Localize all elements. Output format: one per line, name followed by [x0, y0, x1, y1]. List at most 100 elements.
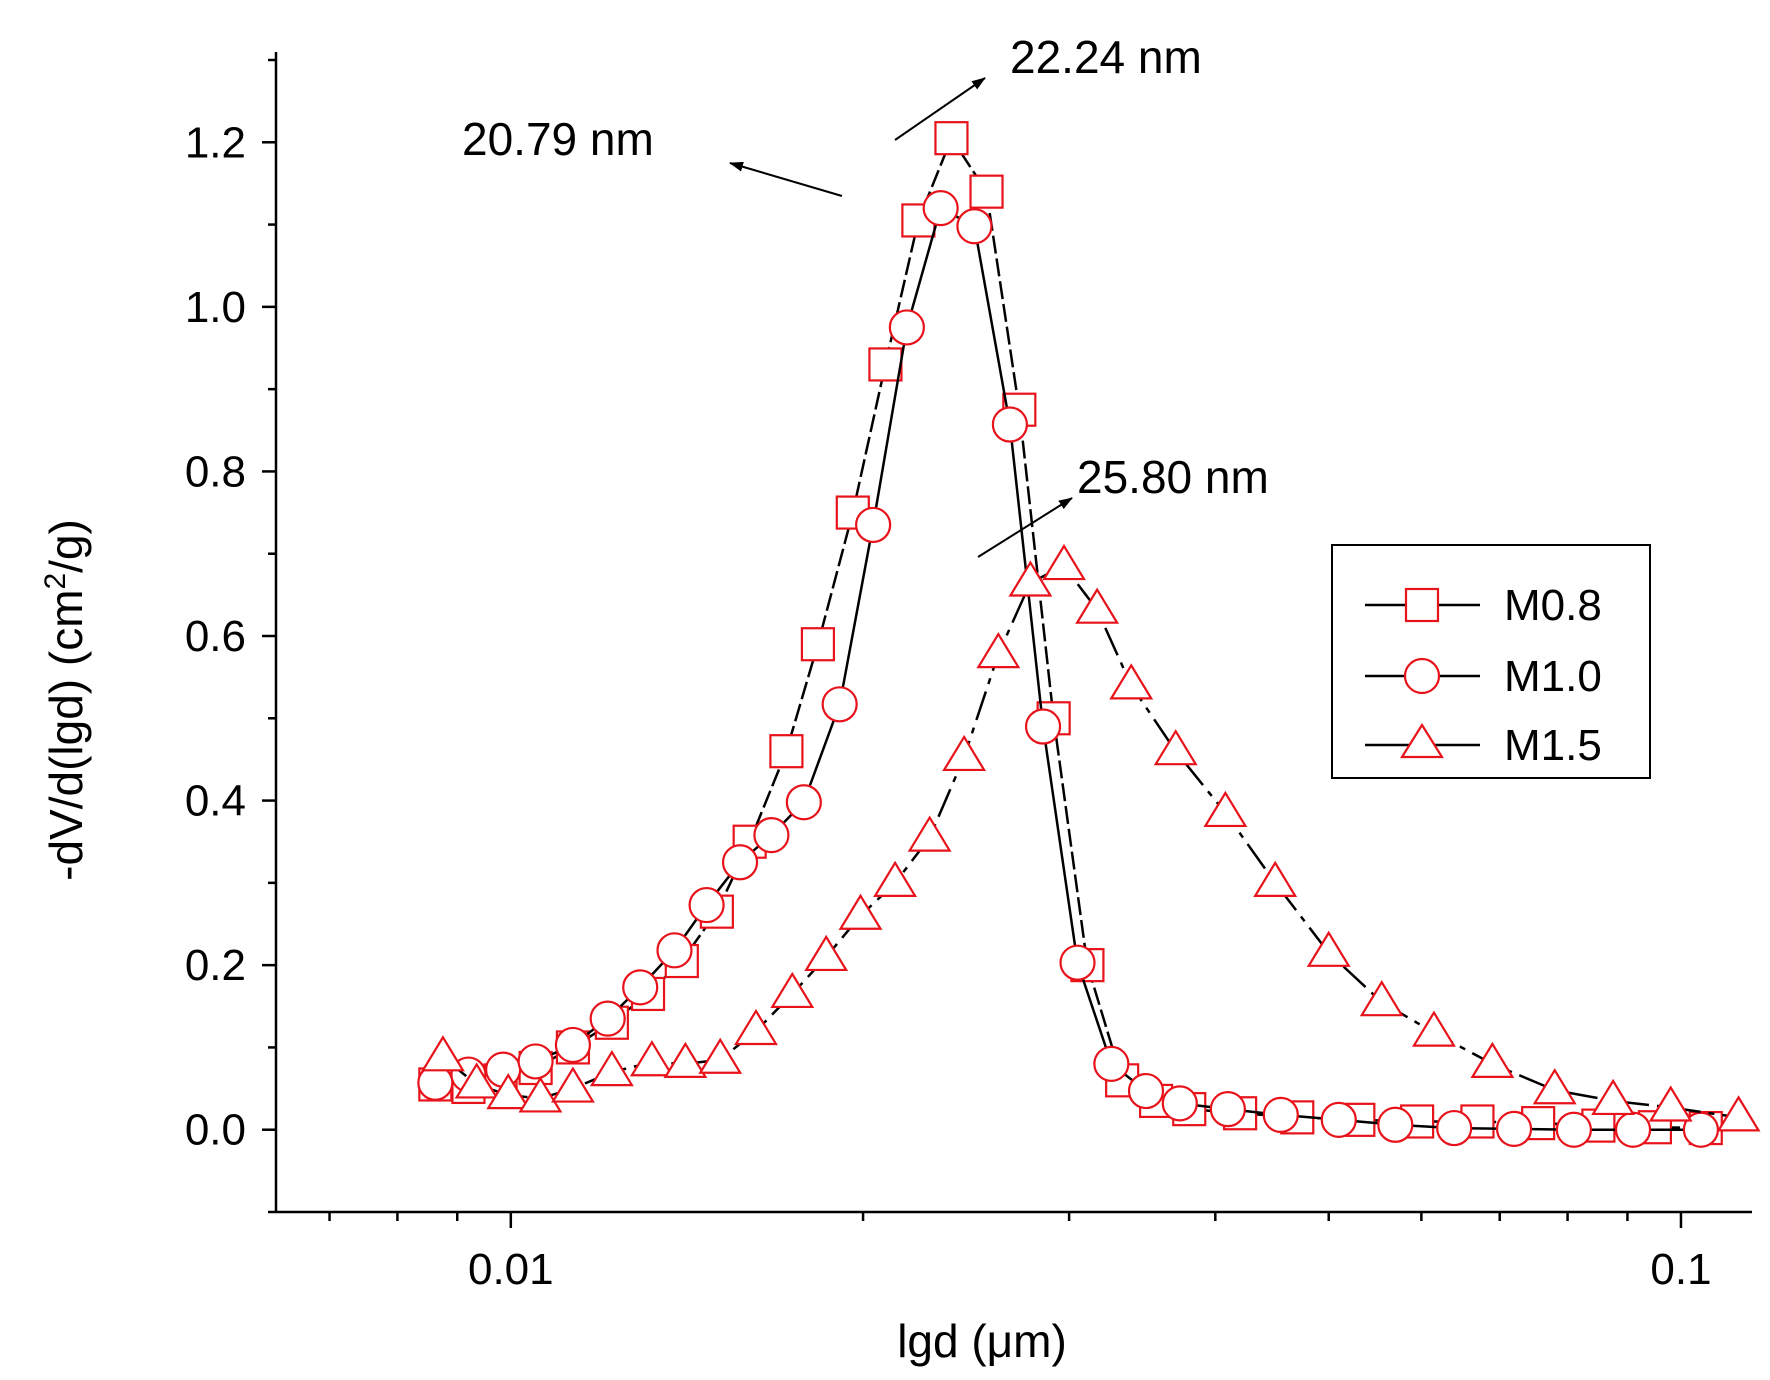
y-axis-title-sup: 2	[39, 573, 72, 590]
annotation-arrow-peak-m10	[729, 161, 843, 197]
annotation-arrow-peak-m15	[977, 497, 1073, 558]
data-point-circle	[1209, 1091, 1246, 1128]
data-point-triangle	[1153, 729, 1198, 766]
legend-marker-square	[1404, 587, 1440, 623]
data-point-triangle	[734, 1008, 778, 1046]
data-point-triangle	[804, 934, 849, 972]
data-point-triangle	[1203, 790, 1248, 828]
data-point-circle	[1495, 1110, 1533, 1147]
y-tick-label: 1.0	[185, 283, 246, 332]
data-point-triangle	[1591, 1078, 1636, 1116]
data-point-circle	[1161, 1085, 1198, 1122]
y-tick-label: 0.4	[185, 777, 246, 826]
data-point-square	[800, 627, 836, 662]
data-point-circle	[785, 784, 822, 821]
data-point-triangle	[518, 1076, 563, 1113]
data-point-circle	[721, 844, 759, 881]
y-tick-label: 0.0	[185, 1106, 246, 1155]
data-point-circle	[554, 1026, 592, 1064]
series-layer	[417, 121, 1761, 1148]
legend-box	[1331, 544, 1651, 779]
data-point-square	[901, 203, 936, 238]
annotations: 22.24 nm 20.79 nm 25.80 nm	[462, 31, 1269, 558]
data-point-triangle	[1109, 663, 1154, 700]
data-point-circle	[1555, 1111, 1592, 1148]
data-point-triangle	[454, 1062, 499, 1099]
data-point-circle	[1059, 944, 1096, 981]
data-point-circle	[622, 969, 659, 1006]
data-point-triangle	[1075, 587, 1120, 624]
legend: M0.8 M1.0 M1.5	[1331, 544, 1651, 779]
data-point-triangle	[873, 860, 918, 897]
annotation-peak-m15: 25.80 nm	[1077, 451, 1269, 503]
series-m10	[417, 190, 1720, 1148]
annotation-peak-m10: 20.79 nm	[462, 113, 654, 165]
data-point-triangle	[838, 893, 883, 930]
data-point-triangle	[942, 734, 987, 772]
data-point-triangle	[629, 1040, 674, 1077]
legend-label-m15: M1.5	[1504, 721, 1602, 770]
data-point-circle	[1436, 1109, 1473, 1147]
data-point-circle	[589, 1000, 626, 1037]
x-axis-title: lgd (μm)	[897, 1315, 1067, 1367]
annotation-arrow-peak-m08	[894, 77, 986, 141]
legend-item-m08: M0.8	[1365, 581, 1602, 630]
data-point-circle	[517, 1043, 554, 1080]
data-point-circle	[821, 686, 858, 723]
data-point-triangle	[1411, 1010, 1456, 1047]
legend-item-m15: M1.5	[1365, 721, 1602, 770]
x-tick-label: 0.1	[1650, 1245, 1711, 1294]
data-point-triangle	[1716, 1095, 1761, 1132]
y-axis-title-main: -dV/d(lgd) (cm	[40, 589, 92, 880]
y-axis-title: -dV/d(lgd) (cm2/g)	[39, 519, 92, 881]
data-point-circle	[956, 208, 993, 245]
data-point-square	[969, 174, 1004, 209]
data-point-triangle	[1306, 930, 1351, 967]
data-point-square	[868, 347, 903, 382]
y-tick-label: 0.2	[185, 941, 246, 990]
series-m15	[420, 543, 1761, 1132]
legend-marker-circle	[1403, 657, 1441, 695]
data-point-circle	[1262, 1096, 1299, 1134]
data-point-circle	[1127, 1072, 1165, 1110]
legend-item-m10: M1.0	[1365, 652, 1602, 701]
data-point-triangle	[1470, 1041, 1515, 1078]
data-point-triangle	[486, 1073, 531, 1110]
data-point-triangle	[770, 971, 815, 1009]
data-point-square	[769, 734, 804, 769]
data-point-circle	[888, 309, 925, 346]
data-point-circle	[1614, 1111, 1652, 1148]
data-point-triangle	[907, 815, 952, 852]
data-point-triangle	[1253, 860, 1298, 897]
data-point-circle	[1320, 1101, 1357, 1138]
data-point-triangle	[1359, 980, 1404, 1017]
data-point-circle	[855, 506, 892, 544]
data-point-circle	[753, 817, 790, 854]
data-point-triangle	[1008, 560, 1053, 597]
data-point-circle	[688, 886, 725, 924]
data-point-circle	[1377, 1106, 1414, 1143]
data-point-circle	[656, 932, 693, 969]
y-axis-title-tail: /g)	[40, 519, 92, 573]
legend-label-m10: M1.0	[1504, 652, 1602, 701]
y-tick-label: 0.6	[185, 612, 246, 661]
series-line	[442, 564, 1739, 1119]
data-point-circle	[991, 406, 1028, 443]
axes: 0.0 0.2 0.4 0.6 0.8 1.0 1.2 0.01 0.1	[185, 52, 1752, 1294]
data-point-triangle	[420, 1035, 465, 1072]
data-point-circle	[1024, 708, 1062, 745]
data-point-triangle	[550, 1066, 595, 1103]
data-point-circle	[1093, 1045, 1130, 1082]
data-point-triangle	[1648, 1085, 1693, 1122]
data-point-triangle	[698, 1037, 743, 1074]
data-point-triangle	[976, 631, 1021, 669]
data-point-circle	[922, 190, 959, 227]
data-point-triangle	[1532, 1068, 1577, 1105]
y-tick-label: 1.2	[185, 118, 246, 167]
x-tick-label: 0.01	[468, 1245, 554, 1294]
data-point-triangle	[1042, 543, 1086, 581]
y-tick-label: 0.8	[185, 447, 246, 496]
legend-marker-triangle	[1400, 722, 1444, 759]
legend-label-m08: M0.8	[1504, 581, 1602, 630]
